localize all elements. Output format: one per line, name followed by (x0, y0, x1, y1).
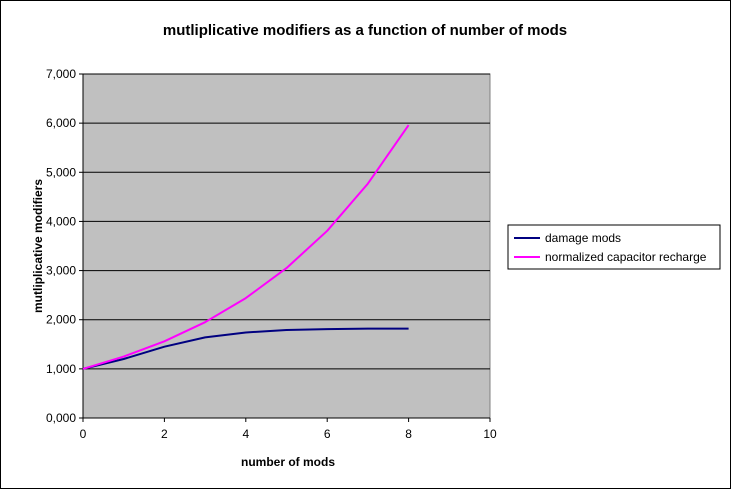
y-tick-label: 3,000 (46, 264, 76, 278)
x-tick-label: 10 (483, 427, 497, 441)
y-axis-label: mutliplicative modifiers (31, 179, 45, 313)
chart-title: mutliplicative modifiers as a function o… (163, 22, 567, 39)
series-line-1 (82, 327, 409, 370)
x-tick-label: 6 (324, 427, 331, 441)
series-lines (82, 124, 410, 370)
y-tick-label: 1,000 (46, 362, 76, 376)
x-tick-label: 4 (242, 427, 249, 441)
y-tick-label: 2,000 (46, 313, 76, 327)
y-tick-label: 5,000 (46, 165, 76, 179)
x-tick-label: 0 (80, 427, 87, 441)
x-tick-label: 8 (405, 427, 412, 441)
x-axis-ticks: 0 2 4 6 8 10 (80, 418, 497, 441)
y-tick-label: 7,000 (46, 67, 76, 81)
y-axis-ticks: 0,000 1,000 2,000 3,000 4,000 5,000 6,000 7,000 (46, 67, 83, 425)
y-tick-label: 0,000 (46, 411, 76, 425)
legend-box (507, 224, 721, 270)
plot-area (82, 73, 491, 419)
y-tick-label: 4,000 (46, 214, 76, 228)
legend-label: normalized capacitor recharge (545, 250, 707, 264)
x-axis-label: number of mods (241, 455, 335, 469)
legend-label: damage mods (545, 231, 621, 245)
y-tick-label: 6,000 (46, 116, 76, 130)
legend: damage mods normalized capacitor recharge (507, 224, 721, 270)
x-tick-label: 2 (161, 427, 168, 441)
gridlines (82, 73, 490, 419)
series-line-2 (82, 124, 410, 370)
